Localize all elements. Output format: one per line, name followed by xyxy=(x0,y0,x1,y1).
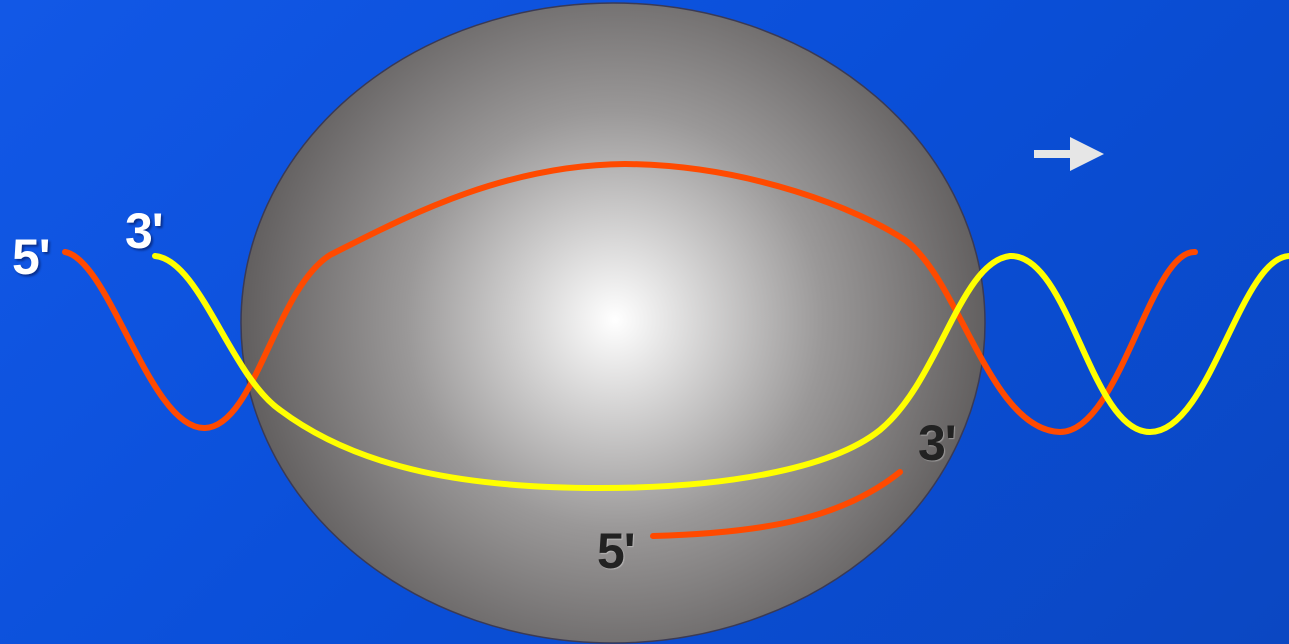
short-strand-start-label: 5' xyxy=(597,526,635,576)
arrow-right-icon xyxy=(1034,137,1104,171)
left-yellow-end-label: 3' xyxy=(125,206,163,256)
short-strand-end-label: 3' xyxy=(918,418,956,468)
left-red-end-label: 5' xyxy=(12,232,50,282)
